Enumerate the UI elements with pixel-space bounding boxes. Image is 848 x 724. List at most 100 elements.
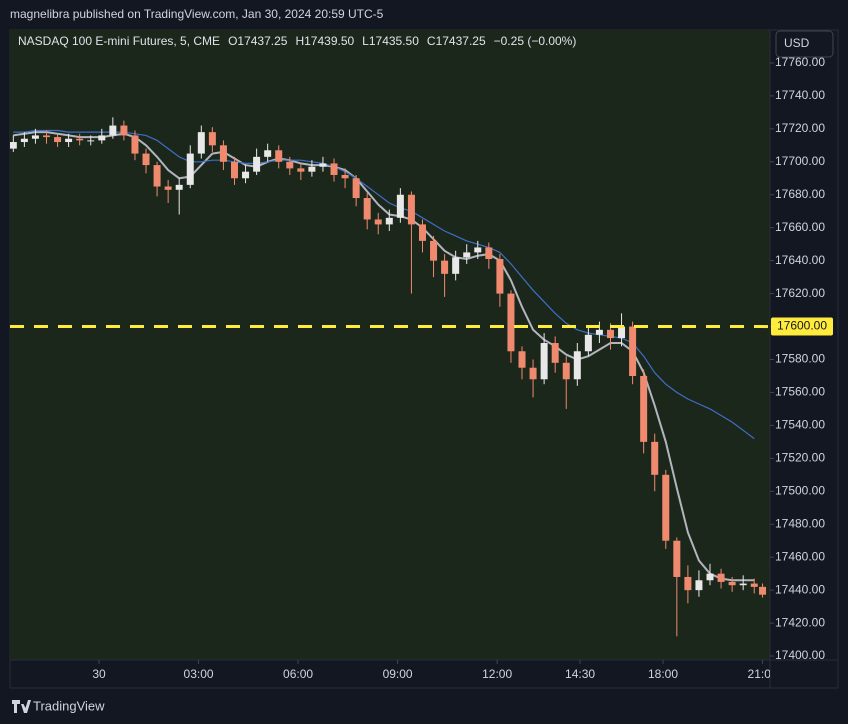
candle-body (562, 362, 570, 380)
x-tick-label: 18:00 (648, 667, 678, 681)
candle-body (396, 194, 404, 218)
chart-legend: NASDAQ 100 E-mini Futures, 5, CME O17437.… (18, 34, 576, 48)
candle-body (474, 247, 482, 253)
candle-body (595, 329, 603, 335)
candle-body (518, 351, 526, 368)
y-tick-label: 17720.00 (775, 121, 825, 135)
candle-body (584, 334, 592, 352)
candle-body (629, 326, 637, 376)
ohlc-label: C17437.25 (427, 34, 486, 48)
candle-body (573, 351, 581, 380)
logo (12, 700, 31, 713)
y-tick-label: 17560.00 (775, 385, 825, 399)
candle-body (175, 184, 183, 190)
candle-body (684, 576, 692, 591)
candle-body (540, 343, 548, 380)
x-tick-label: 12:00 (482, 667, 512, 681)
candle-body (186, 153, 194, 185)
candle-body (452, 257, 460, 274)
candle-body (407, 194, 415, 225)
y-tick-label: 17520.00 (775, 451, 825, 465)
candle-body (695, 580, 703, 591)
candle-body (319, 163, 327, 167)
candle-body (131, 135, 139, 154)
candle-body (253, 156, 261, 172)
candle-body (197, 132, 205, 154)
x-tick-label: 30 (92, 667, 106, 681)
candle-body (739, 583, 747, 586)
candle-body (76, 138, 84, 141)
x-tick-label: 09:00 (383, 667, 413, 681)
ohlc-label: −0.25 (−0.00%) (494, 34, 577, 48)
candle-body (496, 259, 504, 294)
candle-body (330, 163, 338, 175)
candle-body (352, 178, 360, 199)
candle-body (87, 140, 95, 142)
y-tick-label: 17660.00 (775, 220, 825, 234)
candle-body (606, 329, 614, 339)
candle-body (706, 573, 714, 581)
candle-body (208, 132, 216, 146)
x-tick-label: 21:00 (748, 667, 778, 681)
y-tick-label: 17580.00 (775, 352, 825, 366)
y-tick-label: 17740.00 (775, 88, 825, 102)
candle-body (662, 474, 670, 541)
x-tick-label: 14:30 (565, 667, 595, 681)
y-tick-label: 17700.00 (775, 154, 825, 168)
candle-body (385, 217, 393, 225)
candle-body (529, 367, 537, 380)
candle-body (242, 171, 250, 179)
candle-body (54, 137, 62, 143)
candle-body (164, 186, 172, 190)
y-tick-label: 17420.00 (775, 615, 825, 629)
x-tick-label: 06:00 (283, 667, 313, 681)
candle-body (65, 138, 73, 143)
candle-body (418, 224, 426, 241)
candle-body (230, 161, 238, 179)
price-axis: 17400.00 17420.00 17440.00 17460.00 17480.00… (770, 55, 833, 662)
candle-body (42, 135, 50, 138)
chart-title: NASDAQ 100 E-mini Futures, 5, CME (18, 34, 220, 48)
currency-button[interactable] (775, 30, 834, 58)
plot-background (10, 30, 770, 660)
candle-body (153, 165, 161, 187)
publisher-line: magnelibra published on TradingView.com,… (10, 7, 384, 21)
candle-body (673, 540, 681, 577)
y-tick-label: 17400.00 (775, 648, 825, 662)
brand: TradingView (33, 698, 105, 713)
level-label-bg (771, 317, 833, 336)
candle-body (618, 326, 626, 339)
y-tick-label: 17440.00 (775, 582, 825, 596)
candle-body (10, 142, 17, 149)
time-axis: 30 03:00 06:00 09:00 12:00 14:30 18:00 21:00 (92, 660, 778, 681)
y-tick-label: 17500.00 (775, 483, 825, 497)
candle-body (98, 135, 106, 141)
ohlc-label: L17435.50 (362, 34, 419, 48)
candle-body (750, 583, 758, 587)
candle-body (120, 125, 128, 136)
candle-body (264, 150, 272, 157)
candle-body (640, 375, 648, 442)
x-tick-label: 03:00 (184, 667, 214, 681)
candle-body (759, 586, 767, 595)
candle-body (485, 247, 493, 260)
level-label: 17600.00 (777, 319, 827, 333)
candle-body (374, 219, 382, 225)
candle-body (297, 168, 305, 172)
candle-body (463, 252, 471, 258)
candle-body (109, 125, 117, 136)
y-tick-label: 17460.00 (775, 549, 825, 563)
candle-body (341, 174, 349, 179)
candle-body (219, 145, 227, 162)
y-tick-label: 17760.00 (775, 55, 825, 69)
candle-body (142, 153, 150, 166)
plot (10, 117, 770, 637)
candle-body (275, 150, 283, 162)
y-tick-label: 17640.00 (775, 253, 825, 267)
candle-body (507, 293, 515, 352)
currency-label[interactable]: USD (784, 36, 810, 50)
candle-body (728, 581, 736, 586)
candle-body (363, 198, 371, 220)
y-tick-label: 17680.00 (775, 187, 825, 201)
